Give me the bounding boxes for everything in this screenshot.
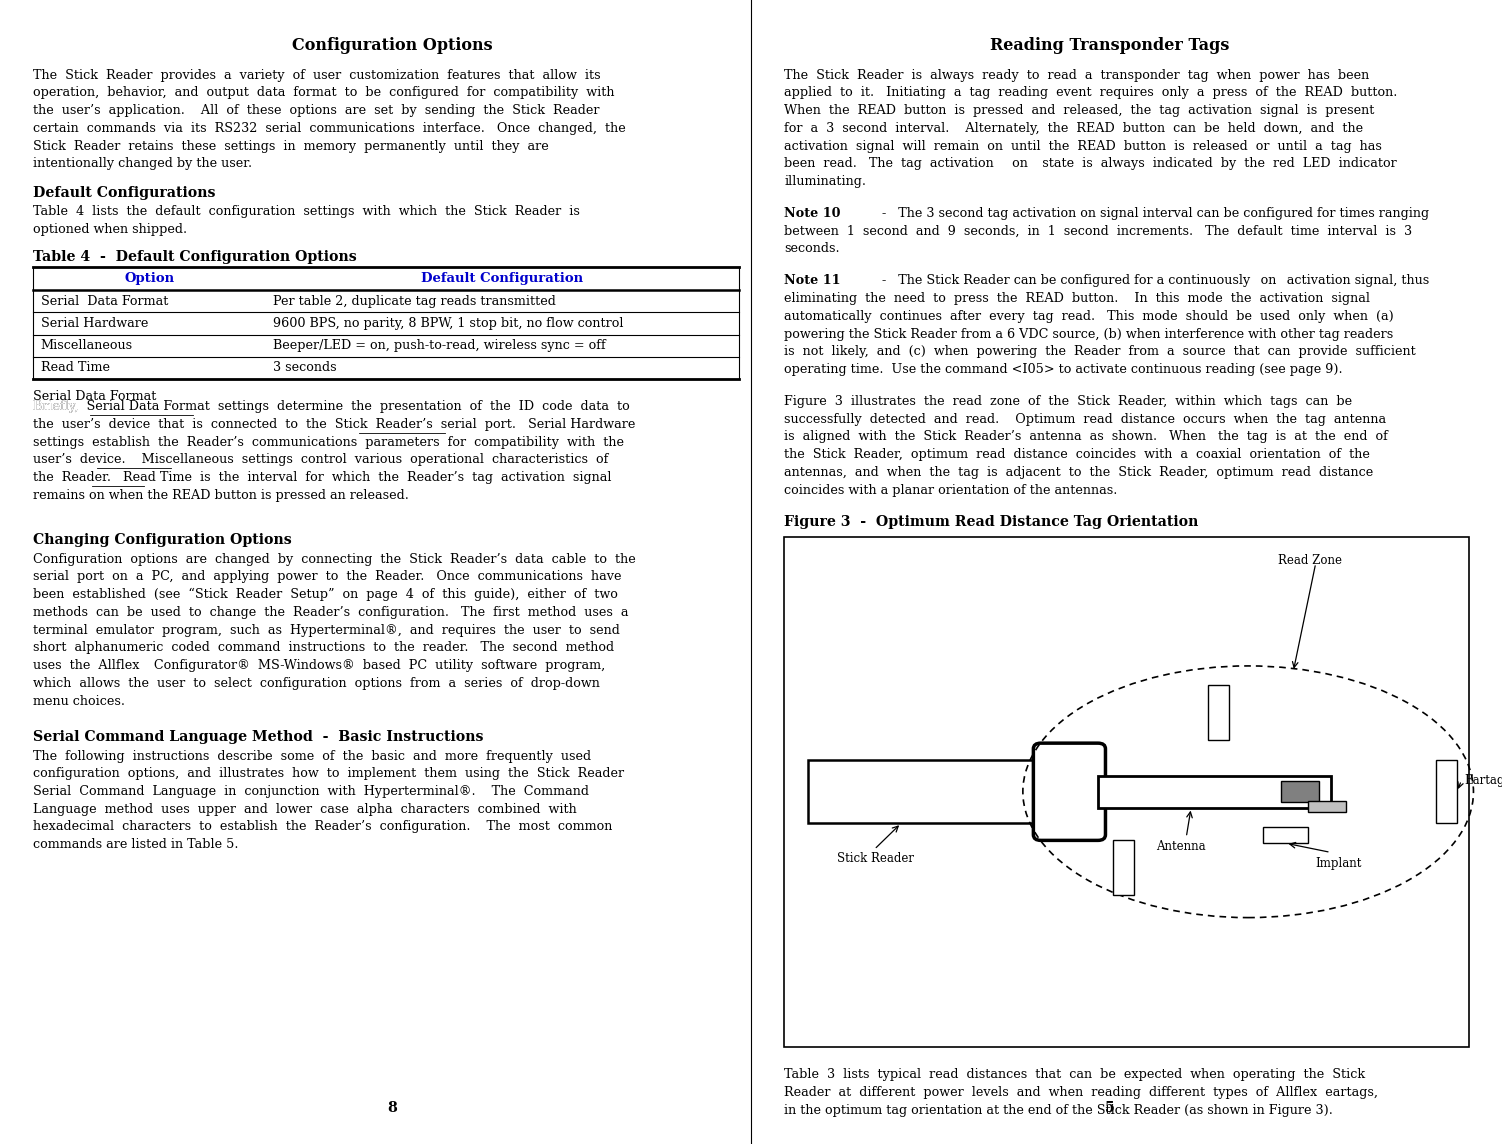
Text: Serial Command Language Method  -  Basic Instructions: Serial Command Language Method - Basic I… — [33, 730, 484, 744]
Text: Table  4  lists  the  default  configuration  settings  with  which  the  Stick : Table 4 lists the default configuration … — [33, 205, 580, 219]
Text: seconds.: seconds. — [784, 243, 840, 255]
Text: 8: 8 — [388, 1102, 397, 1115]
Text: Table 4  -  Default Configuration Options: Table 4 - Default Configuration Options — [33, 249, 357, 263]
Bar — [1208, 685, 1229, 740]
Text: illuminating.: illuminating. — [784, 175, 867, 188]
Text: operation,  behavior,  and  output  data  format  to  be  configured  for  compa: operation, behavior, and output data for… — [33, 87, 614, 100]
Text: Option: Option — [125, 272, 174, 285]
Text: for  a  3  second  interval.    Alternately,  the  READ  button  can  be  held  : for a 3 second interval. Alternately, th… — [784, 121, 1364, 135]
Text: Figure  3  illustrates  the  read  zone  of  the  Stick  Reader,  within  which : Figure 3 illustrates the read zone of th… — [784, 395, 1352, 408]
Text: Serial  Data Format: Serial Data Format — [41, 295, 168, 308]
Text: Note 10: Note 10 — [784, 207, 841, 220]
Text: is  aligned  with  the  Stick  Reader’s  antenna  as  shown.   When   the  tag  : is aligned with the Stick Reader’s anten… — [784, 430, 1388, 444]
Text: -   The 3 second tag activation on signal interval can be configured for times r: - The 3 second tag activation on signal … — [882, 207, 1428, 220]
Bar — [1281, 781, 1319, 802]
Text: remains on when the READ button is pressed an released.: remains on when the READ button is press… — [33, 488, 409, 502]
Text: terminal  emulator  program,  such  as  Hyperterminal®,  and  requires  the  use: terminal emulator program, such as Hyper… — [33, 623, 620, 637]
Text: 9600 BPS, no parity, 8 BPW, 1 stop bit, no flow control: 9600 BPS, no parity, 8 BPW, 1 stop bit, … — [273, 317, 623, 329]
Text: coincides with a planar orientation of the antennas.: coincides with a planar orientation of t… — [784, 484, 1117, 496]
Text: the  user’s  device  that  is  connected  to  the  Stick  Reader’s  serial  port: the user’s device that is connected to t… — [33, 418, 635, 431]
Text: the  Stick  Reader,  optimum  read  distance  coincides  with  a  coaxial  orien: the Stick Reader, optimum read distance … — [784, 448, 1370, 461]
Text: eliminating  the  need  to  press  the  READ  button.    In  this  mode  the  ac: eliminating the need to press the READ b… — [784, 292, 1370, 305]
Text: Read Time: Read Time — [41, 362, 110, 374]
Text: been  established  (see  “Stick  Reader  Setup”  on  page  4  of  this  guide), : been established (see “Stick Reader Setu… — [33, 588, 617, 602]
Text: successfully  detected  and  read.    Optimum  read  distance  occurs  when  the: successfully detected and read. Optimum … — [784, 413, 1386, 426]
Text: methods  can  be  used  to  change  the  Reader’s  configuration.   The  first  : methods can be used to change the Reader… — [33, 606, 628, 619]
Text: Default Configuration: Default Configuration — [422, 272, 583, 285]
Text: is  not  likely,  and  (c)  when  powering  the  Reader  from  a  source  that  : is not likely, and (c) when powering the… — [784, 345, 1416, 358]
Text: configuration  options,  and  illustrates  how  to  implement  them  using  the : configuration options, and illustrates h… — [33, 768, 625, 780]
Text: Per table 2, duplicate tag reads transmitted: Per table 2, duplicate tag reads transmi… — [273, 295, 556, 308]
Text: Beeper/LED = on, push-to-read, wireless sync = off: Beeper/LED = on, push-to-read, wireless … — [273, 340, 607, 352]
Text: between  1  second  and  9  seconds,  in  1  second  increments.   The  default : between 1 second and 9 seconds, in 1 sec… — [784, 224, 1412, 238]
Bar — [1113, 840, 1134, 895]
Text: Serial  Command  Language  in  conjunction  with  Hyperterminal®.    The  Comman: Serial Command Language in conjunction w… — [33, 785, 589, 799]
Text: menu choices.: menu choices. — [33, 694, 125, 708]
Text: Briefly,: Briefly, — [33, 400, 87, 413]
Text: 5: 5 — [1105, 1102, 1114, 1115]
Bar — [784, 537, 1469, 1047]
Text: which  allows  the  user  to  select  configuration  options  from  a  series  o: which allows the user to select configur… — [33, 677, 599, 690]
Text: short  alphanumeric  coded  command  instructions  to  the  reader.   The  secon: short alphanumeric coded command instruc… — [33, 642, 614, 654]
Text: the  Reader.   Read Time  is  the  interval  for  which  the  Reader’s  tag  act: the Reader. Read Time is the interval fo… — [33, 471, 611, 484]
Text: Serial Data Format: Serial Data Format — [33, 390, 156, 403]
Text: -   The Stick Reader can be configured for a continuously  on  activation signal: - The Stick Reader can be configured for… — [882, 275, 1428, 287]
Bar — [1308, 801, 1346, 812]
Text: applied  to  it.   Initiating  a  tag  reading  event  requires  only  a  press : applied to it. Initiating a tag reading … — [784, 87, 1397, 100]
Bar — [1436, 761, 1457, 824]
Text: Serial Hardware: Serial Hardware — [41, 317, 147, 329]
Text: the  user’s  application.    All  of  these  options  are  set  by  sending  the: the user’s application. All of these opt… — [33, 104, 599, 117]
Text: serial  port  on  a  PC,  and  applying  power  to  the  Reader.   Once  communi: serial port on a PC, and applying power … — [33, 571, 622, 583]
Text: operating time.  Use the command <I05> to activate continuous reading (see page : operating time. Use the command <I05> to… — [784, 363, 1343, 376]
Text: optioned when shipped.: optioned when shipped. — [33, 223, 188, 236]
Text: The  Stick  Reader  provides  a  variety  of  user  customization  features  tha: The Stick Reader provides a variety of u… — [33, 69, 601, 81]
Text: uses  the  Allflex   Configurator®  MS-Windows®  based  PC  utility  software  p: uses the Allflex Configurator® MS-Window… — [33, 659, 605, 673]
Text: Configuration  options  are  changed  by  connecting  the  Stick  Reader’s  data: Configuration options are changed by con… — [33, 553, 635, 566]
Bar — [1098, 776, 1331, 808]
Text: Antenna: Antenna — [1157, 840, 1206, 852]
Text: hexadecimal  characters  to  establish  the  Reader’s  configuration.    The  mo: hexadecimal characters to establish the … — [33, 820, 613, 834]
Text: Language  method  uses  upper  and  lower  case  alpha  characters  combined  wi: Language method uses upper and lower cas… — [33, 803, 577, 816]
Text: in the optimum tag orientation at the end of the Stick Reader (as shown in Figur: in the optimum tag orientation at the en… — [784, 1104, 1332, 1117]
Text: Table  3  lists  typical  read  distances  that  can  be  expected  when  operat: Table 3 lists typical read distances tha… — [784, 1068, 1365, 1081]
Text: antennas,  and  when  the  tag  is  adjacent  to  the  Stick  Reader,  optimum  : antennas, and when the tag is adjacent t… — [784, 466, 1373, 479]
Text: Stick  Reader  retains  these  settings  in  memory  permanently  until  they  a: Stick Reader retains these settings in m… — [33, 140, 548, 152]
Text: been  read.   The  tag  activation    on   state  is  always  indicated  by  the: been read. The tag activation on state i… — [784, 157, 1397, 170]
Text: powering the Stick Reader from a 6 VDC source, (b) when interference with other : powering the Stick Reader from a 6 VDC s… — [784, 327, 1394, 341]
Text: Default Configurations: Default Configurations — [33, 185, 216, 200]
Text: Miscellaneous: Miscellaneous — [41, 340, 132, 352]
Text: intentionally changed by the user.: intentionally changed by the user. — [33, 157, 252, 170]
Bar — [1263, 827, 1308, 843]
Text: Changing Configuration Options: Changing Configuration Options — [33, 533, 291, 547]
Bar — [808, 761, 1041, 824]
Text: The  following  instructions  describe  some  of  the  basic  and  more  frequen: The following instructions describe some… — [33, 749, 592, 763]
Text: Briefly,  Serial Data Format  settings  determine  the  presentation  of  the  I: Briefly, Serial Data Format settings det… — [33, 400, 629, 413]
Text: Implant: Implant — [1316, 857, 1362, 871]
Text: automatically  continues  after  every  tag  read.   This  mode  should  be  use: automatically continues after every tag … — [784, 310, 1394, 323]
Text: commands are listed in Table 5.: commands are listed in Table 5. — [33, 839, 239, 851]
Text: Read Zone: Read Zone — [1278, 554, 1343, 567]
Text: Note 11: Note 11 — [784, 275, 841, 287]
Text: certain  commands  via  its  RS232  serial  communications  interface.   Once  c: certain commands via its RS232 serial co… — [33, 121, 626, 135]
Text: Figure 3  -  Optimum Read Distance Tag Orientation: Figure 3 - Optimum Read Distance Tag Ori… — [784, 516, 1199, 530]
Text: 3 seconds: 3 seconds — [273, 362, 336, 374]
Text: Eartag: Eartag — [1464, 773, 1502, 787]
Text: Stick Reader: Stick Reader — [837, 852, 913, 865]
Text: Configuration Options: Configuration Options — [291, 37, 493, 54]
Text: The  Stick  Reader  is  always  ready  to  read  a  transponder  tag  when  powe: The Stick Reader is always ready to read… — [784, 69, 1370, 81]
Text: When  the  READ  button  is  pressed  and  released,  the  tag  activation  sign: When the READ button is pressed and rele… — [784, 104, 1374, 117]
FancyBboxPatch shape — [1033, 744, 1105, 841]
Text: user’s  device.    Miscellaneous  settings  control  various  operational  chara: user’s device. Miscellaneous settings co… — [33, 453, 608, 467]
Text: Reading Transponder Tags: Reading Transponder Tags — [990, 37, 1230, 54]
Text: activation  signal  will  remain  on  until  the  READ  button  is  released  or: activation signal will remain on until t… — [784, 140, 1382, 152]
Text: settings  establish  the  Reader’s  communications  parameters  for  compatibili: settings establish the Reader’s communic… — [33, 436, 623, 448]
Text: Reader  at  different  power  levels  and  when  reading  different  types  of  : Reader at different power levels and whe… — [784, 1086, 1377, 1098]
